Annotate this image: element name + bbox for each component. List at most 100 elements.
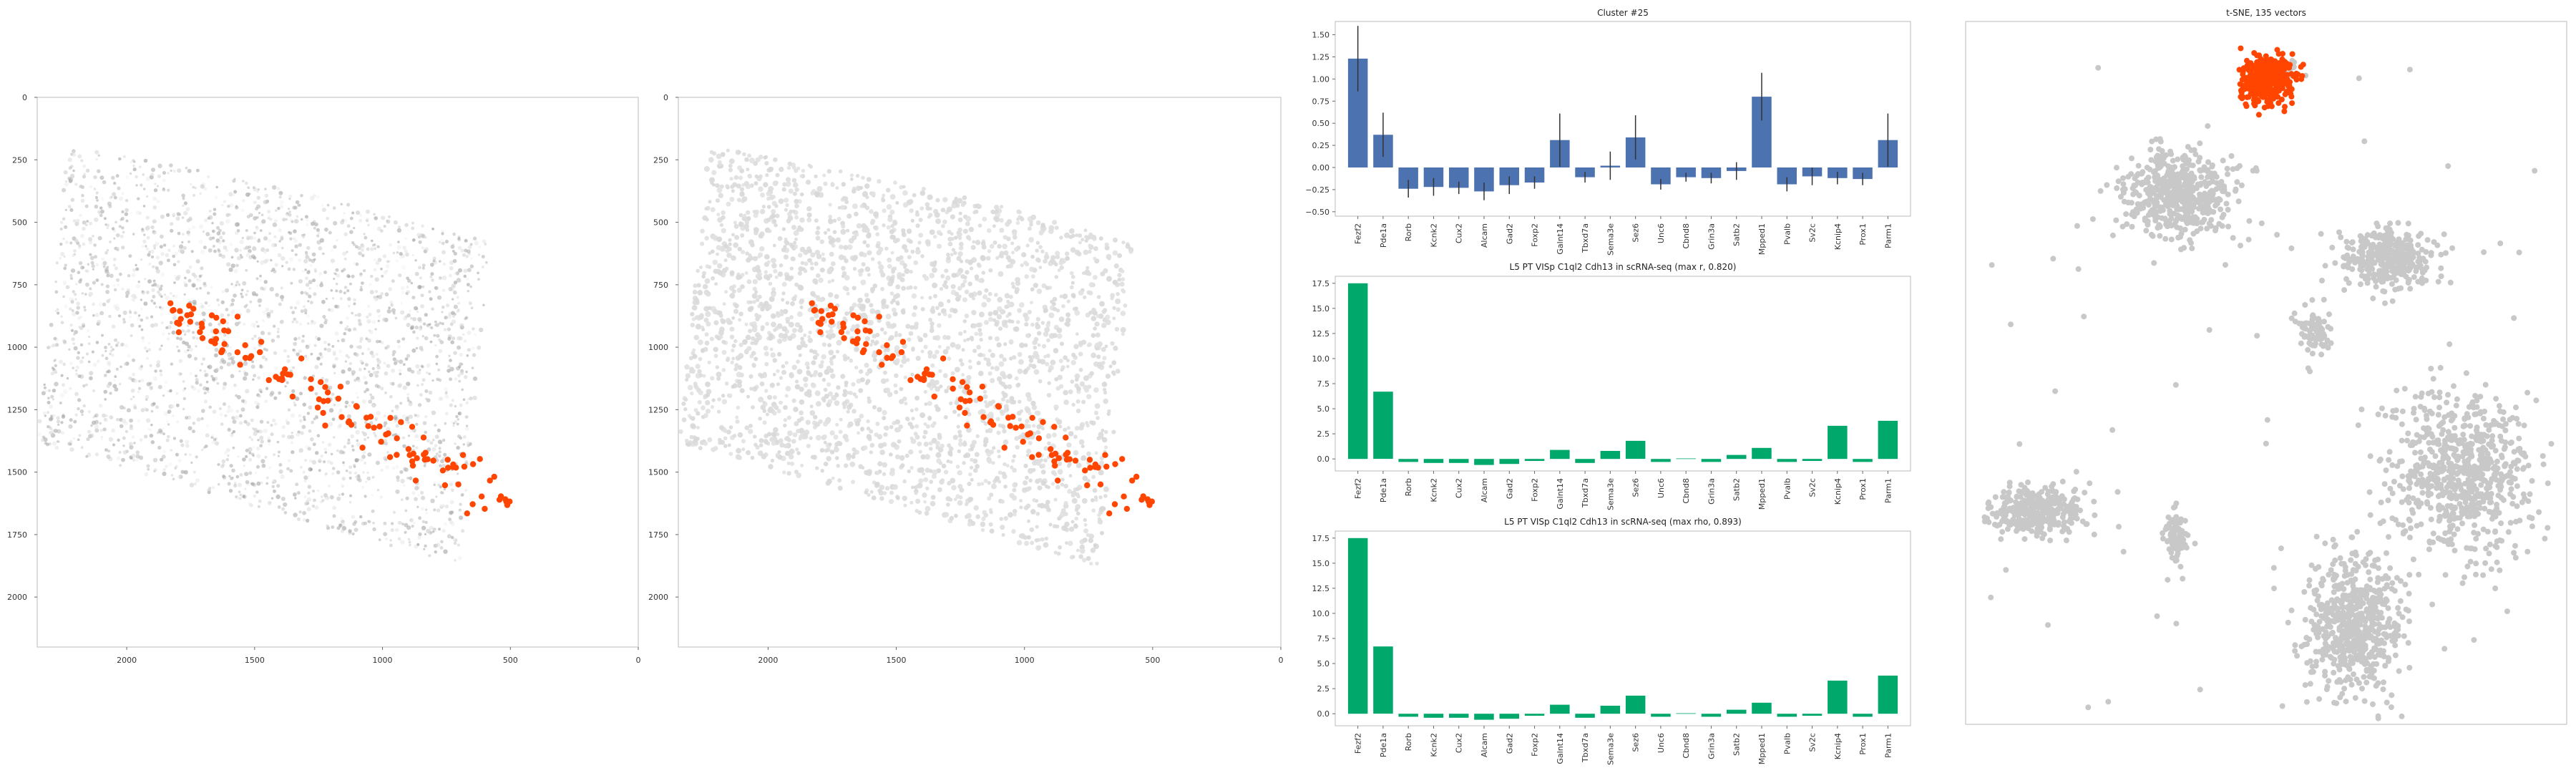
background-cell <box>1063 484 1068 489</box>
background-cell <box>1093 326 1097 331</box>
background-cell <box>386 309 391 314</box>
highlighted-cell <box>187 319 193 325</box>
background-cell <box>935 306 940 311</box>
background-cell <box>806 444 811 449</box>
background-cell <box>758 438 764 443</box>
background-cell <box>93 243 97 247</box>
background-cell <box>781 298 785 302</box>
background-cell <box>268 466 272 470</box>
background-cell <box>143 346 147 350</box>
background-cell <box>429 531 433 535</box>
background-cell <box>153 247 156 250</box>
background-cell <box>417 285 422 290</box>
background-cell <box>74 330 78 334</box>
background-cell <box>869 343 873 347</box>
background-cell <box>964 313 970 319</box>
background-cell <box>384 391 387 394</box>
background-cell <box>107 201 112 206</box>
background-cell <box>693 436 699 442</box>
background-cell <box>812 278 818 284</box>
background-cell <box>764 361 769 366</box>
background-cell <box>331 472 335 475</box>
background-cell <box>283 349 287 353</box>
background-cell <box>66 376 69 380</box>
background-cell <box>404 357 409 361</box>
background-cell <box>825 480 831 486</box>
background-cell <box>346 203 351 207</box>
background-cell <box>173 274 177 278</box>
background-cell <box>346 251 348 253</box>
background-cell <box>300 291 304 295</box>
background-cell <box>696 268 700 273</box>
background-cell <box>706 393 711 397</box>
background-cell <box>351 274 355 278</box>
background-cell <box>223 334 227 337</box>
background-cell <box>367 452 372 457</box>
background-cell <box>139 455 144 460</box>
background-cell <box>1025 392 1031 398</box>
background-cell <box>257 376 261 380</box>
background-cell <box>395 424 399 428</box>
highlighted-cell <box>257 349 263 356</box>
background-cell <box>741 273 745 277</box>
background-cell <box>239 249 242 252</box>
background-cell <box>37 432 42 437</box>
background-cell <box>459 371 464 376</box>
background-cell <box>200 448 204 452</box>
background-cell <box>159 369 162 373</box>
background-cell <box>1035 410 1041 417</box>
highlighted-cell <box>482 505 488 512</box>
background-cell <box>424 508 428 511</box>
background-cell <box>966 337 970 341</box>
background-cell <box>109 240 112 243</box>
background-cell <box>135 450 140 454</box>
background-cell <box>416 543 420 546</box>
background-cell <box>156 200 160 203</box>
background-cell <box>377 314 381 318</box>
background-cell <box>685 373 691 379</box>
background-cell <box>79 316 83 319</box>
background-cell <box>245 449 249 452</box>
background-cell <box>910 249 915 254</box>
background-cell <box>85 454 89 458</box>
background-cell <box>410 325 415 329</box>
background-cell <box>95 278 99 282</box>
background-cell <box>369 351 374 355</box>
background-cell <box>72 311 77 316</box>
background-cell <box>99 404 103 408</box>
background-cell <box>205 380 209 384</box>
background-cell <box>228 489 233 493</box>
background-cell <box>165 213 170 218</box>
background-cell <box>700 241 705 246</box>
background-cell <box>392 357 396 361</box>
background-cell <box>1000 371 1006 377</box>
background-cell <box>731 233 735 237</box>
background-cell <box>311 460 317 465</box>
background-cell <box>716 245 722 251</box>
highlighted-cell <box>213 314 220 321</box>
background-cell <box>740 233 745 238</box>
background-cell <box>901 310 906 315</box>
background-cell <box>1046 321 1051 325</box>
y-tick-label: 2000 <box>7 593 27 602</box>
background-cell <box>346 414 351 419</box>
background-cell <box>986 361 992 367</box>
background-cell <box>145 245 147 248</box>
background-cell <box>157 384 162 389</box>
background-cell <box>167 423 170 426</box>
background-cell <box>242 322 246 326</box>
background-cell <box>935 198 940 203</box>
background-cell <box>982 389 987 394</box>
background-cell <box>233 483 238 488</box>
background-cell <box>791 296 797 302</box>
highlighted-cell <box>197 329 203 336</box>
background-cell <box>232 193 235 196</box>
background-cell <box>270 423 273 427</box>
background-cell <box>52 389 57 393</box>
background-cell <box>449 260 454 266</box>
background-cell <box>396 245 401 250</box>
background-cell <box>111 175 115 180</box>
background-cell <box>160 313 163 316</box>
background-cell <box>102 427 107 432</box>
background-cell <box>405 252 409 257</box>
